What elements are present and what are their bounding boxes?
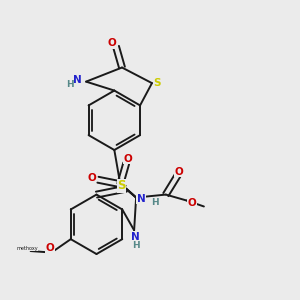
Text: H: H [66, 80, 74, 89]
Text: N: N [131, 232, 140, 242]
Text: H: H [151, 197, 159, 206]
Text: O: O [188, 198, 196, 208]
Text: methoxy: methoxy [16, 246, 38, 251]
Text: O: O [107, 38, 116, 48]
Text: O: O [87, 173, 96, 183]
Text: N: N [137, 194, 146, 204]
Text: O: O [123, 154, 132, 164]
Text: N: N [74, 75, 82, 85]
Text: O: O [175, 167, 184, 177]
Text: H: H [132, 241, 140, 250]
Text: S: S [154, 77, 161, 88]
Text: O: O [46, 243, 54, 253]
Text: S: S [118, 179, 126, 192]
